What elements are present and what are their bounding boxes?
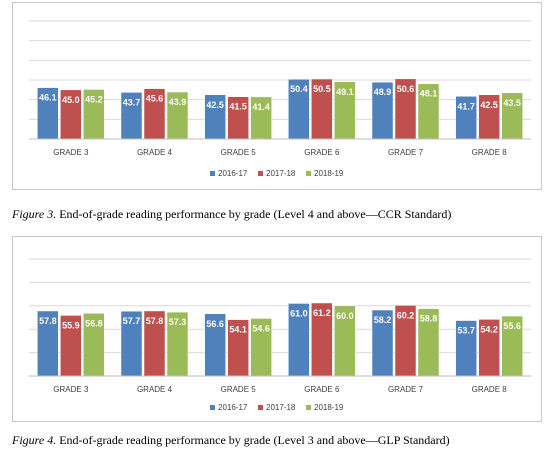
data-label: 43.5 bbox=[503, 98, 521, 108]
figure-4-caption-label: Figure 4. bbox=[12, 433, 57, 447]
data-label: 45.6 bbox=[146, 94, 164, 104]
data-label: 42.5 bbox=[206, 100, 224, 110]
bar-chart-figure-4: 57.8 55.9 56.8 GRADE 3 57.7 57.8 57.3 GRADE 4 56… bbox=[29, 258, 531, 412]
data-label: 58.8 bbox=[420, 314, 438, 324]
legend-swatch-2018-19 bbox=[306, 405, 311, 410]
figure-4-caption: Figure 4. End-of-grade reading performan… bbox=[12, 433, 552, 448]
data-label: 50.5 bbox=[313, 84, 331, 94]
x-tick-label: GRADE 8 bbox=[472, 385, 508, 394]
figure-3-caption: Figure 3. End-of-grade reading performan… bbox=[12, 207, 552, 222]
data-label: 54.6 bbox=[252, 323, 270, 333]
figure-3-caption-text: End-of-grade reading performance by grad… bbox=[56, 207, 452, 221]
legend-swatch-2016-17 bbox=[210, 171, 215, 176]
data-label: 50.4 bbox=[290, 84, 308, 94]
legend-swatch-2018-19 bbox=[306, 171, 311, 176]
data-label: 49.1 bbox=[336, 87, 354, 97]
data-label: 48.1 bbox=[420, 89, 438, 99]
data-label: 61.0 bbox=[290, 308, 308, 318]
legend-label-2018-19: 2018-19 bbox=[314, 403, 344, 412]
data-label: 56.8 bbox=[85, 318, 103, 328]
data-label: 57.7 bbox=[123, 316, 141, 326]
x-tick-label: GRADE 3 bbox=[53, 385, 89, 394]
data-label: 57.8 bbox=[146, 316, 164, 326]
x-tick-label: GRADE 3 bbox=[53, 148, 89, 157]
legend-swatch-2017-18 bbox=[258, 171, 263, 176]
legend-label-2016-17: 2016-17 bbox=[218, 169, 248, 178]
legend-swatch-2017-18 bbox=[258, 405, 263, 410]
x-tick-label: GRADE 4 bbox=[137, 148, 173, 157]
x-tick-label: GRADE 4 bbox=[137, 385, 173, 394]
legend-label-2017-18: 2017-18 bbox=[266, 169, 296, 178]
legend-label-2018-19: 2018-19 bbox=[314, 169, 344, 178]
figure-3-caption-label: Figure 3. bbox=[12, 207, 57, 221]
data-label: 45.0 bbox=[62, 95, 80, 105]
data-label: 57.8 bbox=[39, 316, 57, 326]
x-tick-label: GRADE 7 bbox=[388, 148, 424, 157]
data-label: 58.2 bbox=[374, 315, 392, 325]
x-tick-label: GRADE 6 bbox=[304, 148, 340, 157]
x-tick-label: GRADE 5 bbox=[221, 148, 257, 157]
data-label: 41.4 bbox=[252, 102, 270, 112]
data-label: 41.5 bbox=[229, 102, 247, 112]
data-label: 41.7 bbox=[457, 101, 475, 111]
legend-label-2016-17: 2016-17 bbox=[218, 403, 248, 412]
x-tick-label: GRADE 6 bbox=[304, 385, 340, 394]
data-label: 61.2 bbox=[313, 308, 331, 318]
data-label: 60.2 bbox=[397, 310, 415, 320]
chart-panel-figure-3: 46.1 45.0 45.2 GRADE 3 43.7 45.6 43.9 GRADE 4 42… bbox=[12, 2, 542, 190]
data-label: 54.1 bbox=[229, 325, 247, 335]
data-label: 55.9 bbox=[62, 320, 80, 330]
x-tick-label: GRADE 8 bbox=[472, 148, 508, 157]
figure-4-caption-text: End-of-grade reading performance by grad… bbox=[56, 433, 450, 447]
data-label: 54.2 bbox=[480, 324, 498, 334]
chart-panel-figure-4: 57.8 55.9 56.8 GRADE 3 57.7 57.8 57.3 GRADE 4 56… bbox=[12, 236, 542, 422]
data-label: 56.6 bbox=[206, 319, 224, 329]
data-label: 45.2 bbox=[85, 94, 103, 104]
legend-label-2017-18: 2017-18 bbox=[266, 403, 296, 412]
data-label: 53.7 bbox=[457, 326, 475, 336]
legend-swatch-2016-17 bbox=[210, 405, 215, 410]
data-label: 46.1 bbox=[39, 93, 57, 103]
data-label: 60.0 bbox=[336, 311, 354, 321]
data-label: 50.6 bbox=[397, 84, 415, 94]
bar-chart-figure-3: 46.1 45.0 45.2 GRADE 3 43.7 45.6 43.9 GRADE 4 42… bbox=[29, 20, 531, 178]
data-label: 55.6 bbox=[503, 321, 521, 331]
data-label: 43.9 bbox=[169, 97, 187, 107]
data-label: 48.9 bbox=[374, 87, 392, 97]
data-label: 42.5 bbox=[480, 100, 498, 110]
data-label: 43.7 bbox=[123, 97, 141, 107]
data-label: 57.3 bbox=[169, 317, 187, 327]
x-tick-label: GRADE 5 bbox=[221, 385, 257, 394]
x-tick-label: GRADE 7 bbox=[388, 385, 424, 394]
